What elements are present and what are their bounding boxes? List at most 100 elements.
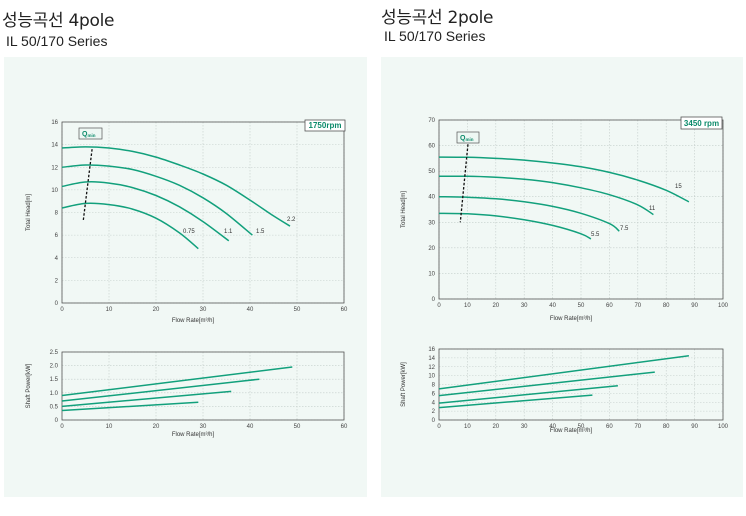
y-tick-label: 10 [51,188,58,194]
x-axis-label: Flow Rate[m³/h] [172,318,215,324]
rpm-box [680,116,723,130]
y-tick-label: 16 [51,120,58,126]
series-line [61,202,199,250]
y-tick-label: 6 [432,391,436,397]
curve-label: 11 [649,206,656,212]
x-tick-label: 100 [718,303,729,309]
plot-frame [438,119,724,300]
y-tick-label: 8 [55,211,59,217]
y-axis-label: Shaft Power[kW] [26,363,32,408]
x-tick-label: 60 [341,307,348,313]
right-title: 성능곡선 2pole [381,8,494,28]
x-tick-label: 10 [464,424,471,430]
x-tick-label: 70 [634,303,641,309]
qmin-line [82,149,93,222]
x-tick-label: 50 [578,424,585,430]
qmin-box [456,131,480,144]
qmin-label: Qmin [82,131,96,138]
qmin-box [78,127,103,140]
x-tick-label: 0 [437,303,441,309]
series-line [438,354,689,390]
curve-label: 1.5 [256,229,265,235]
x-tick-label: 0 [437,424,441,430]
curve-label: 5.5 [591,232,600,238]
y-tick-label: 0 [55,418,59,424]
qmin-line [459,144,469,223]
right-chart-panel [381,57,743,497]
y-tick-label: 8 [432,383,436,389]
y-tick-label: 70 [428,118,435,124]
x-tick-label: 40 [247,424,254,430]
x-tick-label: 100 [718,424,729,430]
series-line [61,401,199,412]
x-tick-label: 20 [153,307,160,313]
x-tick-label: 20 [492,424,499,430]
curve-label: 0.75 [183,229,195,235]
x-tick-label: 60 [606,303,613,309]
x-tick-label: 10 [106,424,113,430]
series-line [61,181,230,242]
series-line [61,164,253,236]
qmin-label: Qmin [460,135,474,142]
y-tick-label: 1.5 [50,377,59,383]
y-tick-label: 1.0 [50,391,59,397]
series-line [61,146,291,227]
x-tick-label: 50 [294,307,301,313]
series-line [438,385,618,404]
series-line [61,378,260,402]
y-axis-label: Shaft Power[kW] [401,362,407,407]
y-tick-label: 14 [428,356,435,362]
x-tick-label: 70 [634,424,641,430]
series-line [438,195,620,232]
y-tick-label: 4 [55,256,59,262]
y-tick-label: 12 [51,165,58,171]
y-tick-label: 12 [428,365,435,371]
curve-label: 1.1 [224,229,233,235]
curve-label: 15 [675,184,682,190]
x-tick-label: 50 [578,303,585,309]
x-tick-label: 40 [247,307,254,313]
x-tick-label: 60 [341,424,348,430]
series-line [438,394,593,409]
x-tick-label: 10 [106,307,113,313]
y-tick-label: 0 [432,297,436,303]
plot-frame [61,121,345,304]
y-tick-label: 2.5 [50,350,59,356]
y-tick-label: 50 [428,169,435,175]
y-tick-label: 0 [432,418,436,424]
x-tick-label: 90 [691,424,698,430]
plot-frame [438,348,724,421]
series-line [438,156,690,203]
y-tick-label: 0.5 [50,404,59,410]
y-tick-label: 4 [432,400,436,406]
y-tick-label: 10 [428,374,435,380]
series-line [438,212,592,240]
y-tick-label: 0 [55,301,59,307]
y-tick-label: 20 [428,246,435,252]
y-tick-label: 2 [55,278,59,284]
y-tick-label: 2 [432,409,436,415]
x-tick-label: 80 [663,424,670,430]
y-tick-label: 16 [428,347,435,353]
x-tick-label: 0 [60,307,64,313]
y-axis-label: Total Head[m] [401,191,407,228]
x-axis-label: Flow Rate[m³/h] [550,428,593,434]
left-subtitle: IL 50/170 Series [6,33,108,49]
x-tick-label: 30 [200,307,207,313]
y-tick-label: 2.0 [50,364,59,370]
x-tick-label: 30 [521,424,528,430]
rpm-box [304,119,346,132]
x-tick-label: 40 [549,424,556,430]
x-tick-label: 80 [663,303,670,309]
y-tick-label: 6 [55,233,59,239]
x-tick-label: 0 [60,424,64,430]
y-tick-label: 40 [428,195,435,201]
curve-label: 2.2 [287,217,296,223]
right-subtitle: IL 50/170 Series [384,28,486,44]
y-tick-label: 60 [428,144,435,150]
y-axis-label: Total Head[m] [26,194,32,231]
left-title: 성능곡선 4pole [2,11,115,31]
y-tick-label: 30 [428,220,435,226]
y-tick-label: 10 [428,271,435,277]
